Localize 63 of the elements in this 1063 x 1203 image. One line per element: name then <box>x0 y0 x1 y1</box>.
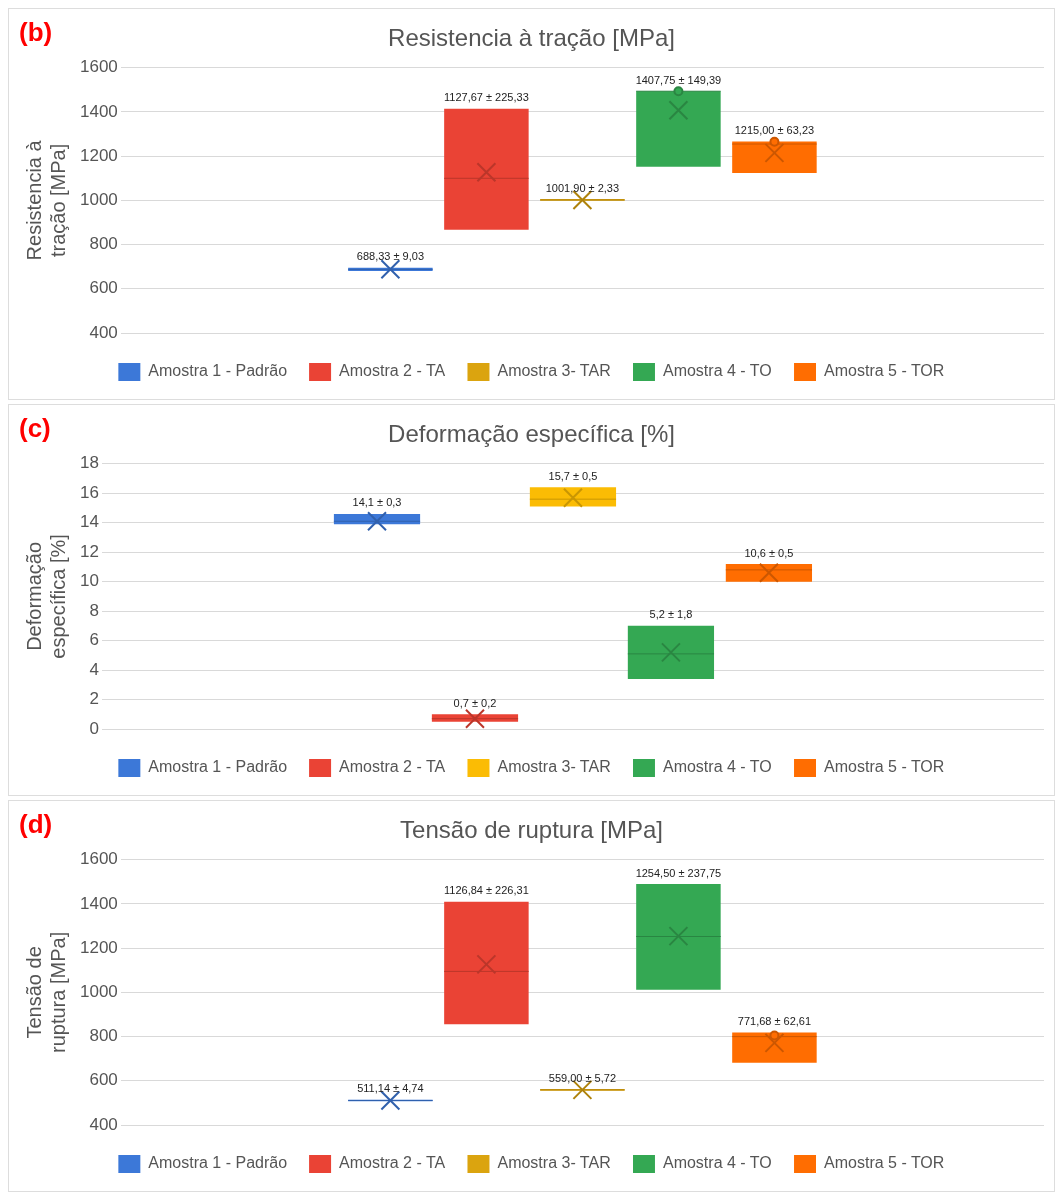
text: 511,14 ± 4,74 <box>357 1082 424 1095</box>
text: 559,00 ± 5,72 <box>548 1071 617 1084</box>
y-tick-label: 4 <box>89 659 99 679</box>
chart-title: Deformação específica [%] <box>388 420 675 448</box>
y-tick-label: 6 <box>89 630 99 650</box>
y-axis-title: Resistencia à tração [MPa] <box>22 139 69 261</box>
text: (c) <box>19 413 51 444</box>
legend-label: Amostra 5 - TOR <box>824 362 945 380</box>
text: 5,2 ± 1,8 <box>649 608 693 621</box>
text: 14,1 ± 0,3 <box>352 496 402 509</box>
legend-label: Amostra 1 - Padrão <box>148 758 288 776</box>
y-tick-label: 1200 <box>79 937 118 957</box>
chart-title: Resistencia à tração [MPa] <box>388 24 675 52</box>
text: 771,68 ± 62,61 <box>737 1015 812 1028</box>
legend-label: Amostra 2 - TA <box>339 1154 446 1172</box>
y-tick-label: 8 <box>89 600 99 620</box>
text: 1001,90 ± 2,33 <box>545 181 620 194</box>
legend-label: Amostra 2 - TA <box>339 758 446 776</box>
legend-label: Amostra 5 - TOR <box>824 758 945 776</box>
y-axis-title: Deformação específica [%] <box>22 534 69 659</box>
y-tick-label: 16 <box>79 482 99 502</box>
text: 0,7 ± 0,2 <box>453 696 497 709</box>
y-tick-label: 400 <box>89 322 118 342</box>
text: 1127,67 ± 225,33 <box>444 91 529 104</box>
text: 1215,00 ± 63,23 <box>734 123 815 136</box>
y-tick-label: 1400 <box>79 893 118 913</box>
y-tick-label: 600 <box>89 278 118 298</box>
legend-label: Amostra 5 - TOR <box>824 1154 945 1172</box>
legend-label: Amostra 1 - Padrão <box>148 1154 288 1172</box>
y-tick-label: 400 <box>89 1114 118 1134</box>
y-tick-label: 1000 <box>79 190 118 210</box>
y-tick-label: 1200 <box>79 145 118 165</box>
text: (d) <box>19 809 53 840</box>
y-tick-label: 14 <box>79 512 99 532</box>
y-tick-label: 1000 <box>79 982 118 1002</box>
text: 1126,84 ± 226,31 <box>444 884 529 897</box>
legend-label: Amostra 4 - TO <box>662 362 772 380</box>
y-tick-label: 1400 <box>79 101 118 121</box>
legend-label: Amostra 1 - Padrão <box>148 362 288 380</box>
legend-label: Amostra 2 - TA <box>339 362 446 380</box>
y-axis-title: Tensão de ruptura [MPa] <box>22 931 69 1053</box>
chart-title: Tensão de ruptura [MPa] <box>400 816 663 844</box>
y-tick-label: 10 <box>79 571 99 591</box>
y-tick-label: 18 <box>79 453 99 473</box>
text: 1407,75 ± 149,39 <box>635 73 722 86</box>
legend-label: Amostra 3- TAR <box>497 362 611 380</box>
y-tick-label: 1600 <box>79 57 118 77</box>
legend-label: Amostra 3- TAR <box>497 758 611 776</box>
legend-label: Amostra 4 - TO <box>662 758 772 776</box>
text: 688,33 ± 9,03 <box>356 250 424 263</box>
y-tick-label: 1600 <box>79 849 118 869</box>
text: (b) <box>19 17 53 48</box>
y-tick-label: 0 <box>89 718 99 738</box>
legend-label: Amostra 4 - TO <box>662 1154 772 1172</box>
legend-label: Amostra 3- TAR <box>497 1154 611 1172</box>
text: 10,6 ± 0,5 <box>744 546 794 559</box>
y-tick-label: 12 <box>79 541 99 561</box>
text: 15,7 ± 0,5 <box>548 469 598 482</box>
y-tick-label: 800 <box>89 234 118 254</box>
y-tick-label: 600 <box>89 1070 118 1090</box>
text: 1254,50 ± 237,75 <box>635 866 722 879</box>
y-tick-label: 2 <box>89 689 99 709</box>
y-tick-label: 800 <box>89 1026 118 1046</box>
